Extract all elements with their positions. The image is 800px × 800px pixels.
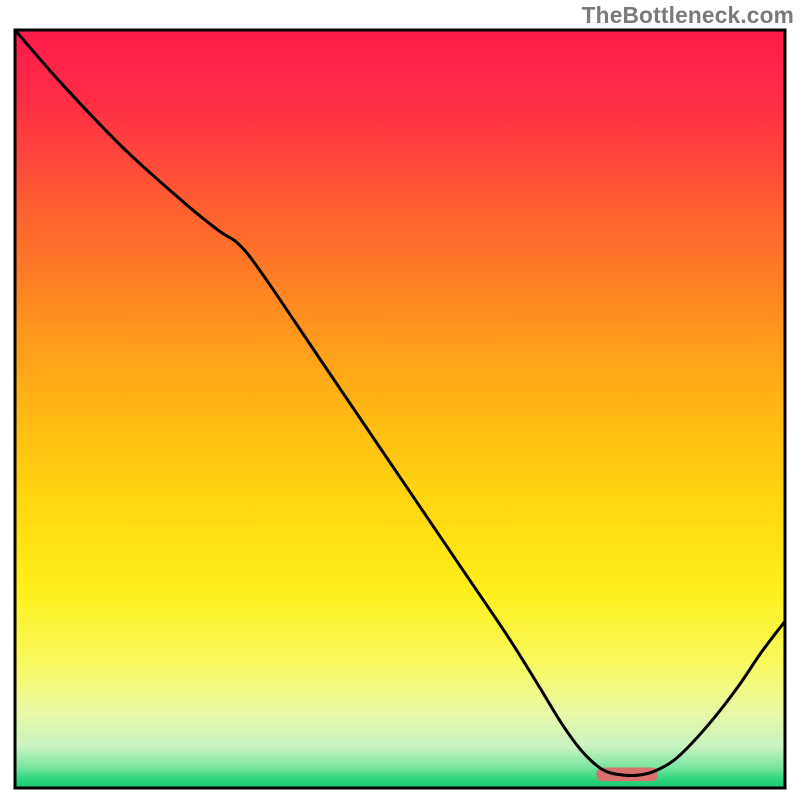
chart-root: TheBottleneck.com	[0, 0, 800, 800]
gradient-background	[15, 30, 785, 788]
watermark-text: TheBottleneck.com	[582, 2, 794, 29]
plot-area	[15, 30, 785, 788]
bottleneck-chart-svg	[0, 0, 800, 800]
